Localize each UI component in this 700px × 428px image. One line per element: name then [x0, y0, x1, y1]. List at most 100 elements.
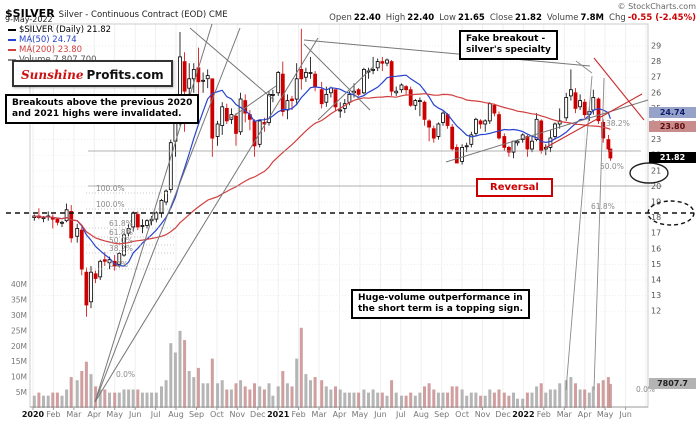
svg-text:Mar: Mar	[312, 410, 328, 419]
svg-text:12: 12	[651, 307, 661, 316]
svg-text:61.8%: 61.8%	[591, 202, 615, 211]
fake-breakout-note-line2: silver's specialty	[466, 45, 551, 55]
svg-text:10M: 10M	[11, 373, 27, 382]
legend-ma200-label: MA(200) 23.80	[19, 45, 83, 55]
x-axis-labels: 2020 Feb Mar Apr May Jun Jul Aug Sep Oct Nov Dec 202…	[22, 406, 648, 419]
low-value: 21.65	[457, 13, 485, 23]
svg-text:38.2%: 38.2%	[606, 119, 630, 128]
svg-text:Oct: Oct	[210, 410, 224, 419]
svg-text:61.8%: 61.8%	[109, 219, 133, 228]
svg-text:30M: 30M	[11, 311, 27, 320]
legend-ma50-label: MA(50) 24.74	[19, 35, 77, 45]
svg-text:Jun: Jun	[373, 410, 387, 419]
high-label: High	[385, 13, 406, 23]
svg-text:28: 28	[651, 57, 661, 66]
svg-text:Mar: Mar	[66, 410, 82, 419]
svg-text:5M: 5M	[16, 388, 27, 397]
price-swatch-icon	[8, 29, 16, 31]
invalidation-note-line1: Breakouts above the previous 2020	[12, 98, 193, 108]
last-price-axis-badge: 21.82	[649, 152, 696, 163]
svg-text:Sep: Sep	[434, 410, 449, 419]
open-label: Open	[329, 13, 352, 23]
svg-text:Apr: Apr	[578, 410, 593, 419]
svg-text:0.0%: 0.0%	[109, 260, 128, 269]
svg-text:20: 20	[651, 182, 661, 191]
gridlines	[32, 24, 647, 407]
svg-text:40M: 40M	[11, 280, 27, 289]
svg-text:19: 19	[651, 198, 661, 207]
svg-text:29: 29	[651, 42, 661, 51]
svg-text:Jul: Jul	[395, 410, 406, 419]
chart-title: Silver - Continuous Contract (EOD) CME	[58, 10, 228, 20]
svg-text:15: 15	[651, 260, 661, 269]
ma-line-10	[34, 74, 611, 267]
high-value: 22.40	[407, 13, 435, 23]
ohlc-quote-row: Open 22.40 High 22.40 Low 21.65 Close 21.82 Volu…	[329, 13, 696, 23]
svg-text:15M: 15M	[11, 357, 27, 366]
fake-breakout-note-line1: Fake breakout -	[466, 34, 546, 44]
symbol-label: $SILVER	[5, 7, 55, 20]
ma50-axis-badge: 24.74	[649, 107, 696, 118]
svg-text:2020: 2020	[22, 410, 45, 419]
svg-text:Aug: Aug	[168, 410, 184, 419]
invalidation-note: Breakouts above the previous 2020 and 20…	[5, 94, 200, 124]
chart-legend: $SILVER (Daily) 21.82 MA(50) 24.74 MA(20…	[8, 25, 111, 65]
date-label: 9-May-2022	[5, 15, 53, 24]
volume-label: Volume	[546, 13, 579, 23]
svg-text:2022: 2022	[512, 410, 534, 419]
logo-profits-text: Profits.com	[86, 68, 164, 82]
svg-text:14: 14	[651, 276, 661, 285]
svg-text:25M: 25M	[11, 326, 27, 335]
volume-warning-note: Huge-volume outperformance in the short …	[351, 289, 531, 319]
svg-text:Nov: Nov	[229, 410, 245, 419]
legend-ma200-row: MA(200) 23.80	[8, 45, 111, 55]
svg-text:Oct: Oct	[455, 410, 469, 419]
copyright-label: © StockCharts.com	[617, 2, 696, 11]
legend-price-row: $SILVER (Daily) 21.82	[8, 25, 111, 35]
svg-text:17: 17	[651, 229, 661, 238]
annotation-lines	[6, 23, 694, 403]
svg-text:Jun: Jun	[128, 410, 142, 419]
ma-line-40	[34, 93, 611, 245]
svg-text:Feb: Feb	[537, 410, 551, 419]
svg-text:Aug: Aug	[413, 410, 429, 419]
svg-text:Dec: Dec	[250, 410, 265, 419]
svg-text:0.0%: 0.0%	[116, 370, 135, 379]
logo-sunshine-text: Sunshine	[21, 68, 84, 82]
svg-text:38.2%: 38.2%	[109, 244, 133, 253]
svg-text:Feb: Feb	[46, 410, 60, 419]
svg-text:50.0%: 50.0%	[109, 236, 133, 245]
fake-breakout-note: Fake breakout - silver's specialty	[459, 30, 558, 60]
svg-text:Nov: Nov	[475, 410, 491, 419]
svg-text:23: 23	[651, 135, 661, 144]
svg-text:Mar: Mar	[557, 410, 573, 419]
svg-text:100.0%: 100.0%	[96, 184, 125, 193]
svg-text:50.0%: 50.0%	[600, 162, 624, 171]
reversal-note: Reversal	[476, 178, 553, 197]
svg-text:20M: 20M	[11, 342, 27, 351]
low-label: Low	[439, 13, 456, 23]
volume-axis-labels: 40M 35M 30M 25M 20M 15M 10M 5M	[11, 280, 27, 397]
svg-text:Feb: Feb	[292, 410, 306, 419]
volume-axis-badge: 7807.7	[649, 378, 696, 389]
svg-text:Sep: Sep	[189, 410, 204, 419]
svg-text:Dec: Dec	[495, 410, 510, 419]
svg-text:21: 21	[651, 166, 661, 175]
svg-text:May: May	[106, 410, 123, 419]
svg-text:Jun: Jun	[618, 410, 632, 419]
ma50-swatch-icon	[8, 39, 16, 41]
svg-text:27: 27	[651, 73, 661, 82]
close-value: 21.82	[514, 13, 542, 23]
svg-text:13: 13	[651, 291, 661, 300]
svg-text:35M: 35M	[11, 296, 27, 305]
volume-warning-line1: Huge-volume outperformance in	[358, 293, 523, 303]
volume-warning-line2: the short term is a topping sign.	[358, 304, 524, 314]
svg-text:Apr: Apr	[87, 410, 102, 419]
svg-text:18: 18	[651, 213, 661, 222]
ma200-axis-badge: 23.80	[649, 121, 696, 132]
svg-text:May: May	[597, 410, 614, 419]
price-axis-labels: 292827262524232221201918171615141312	[651, 42, 661, 316]
svg-text:61.8%: 61.8%	[109, 228, 133, 237]
ma200-swatch-icon	[8, 49, 16, 51]
